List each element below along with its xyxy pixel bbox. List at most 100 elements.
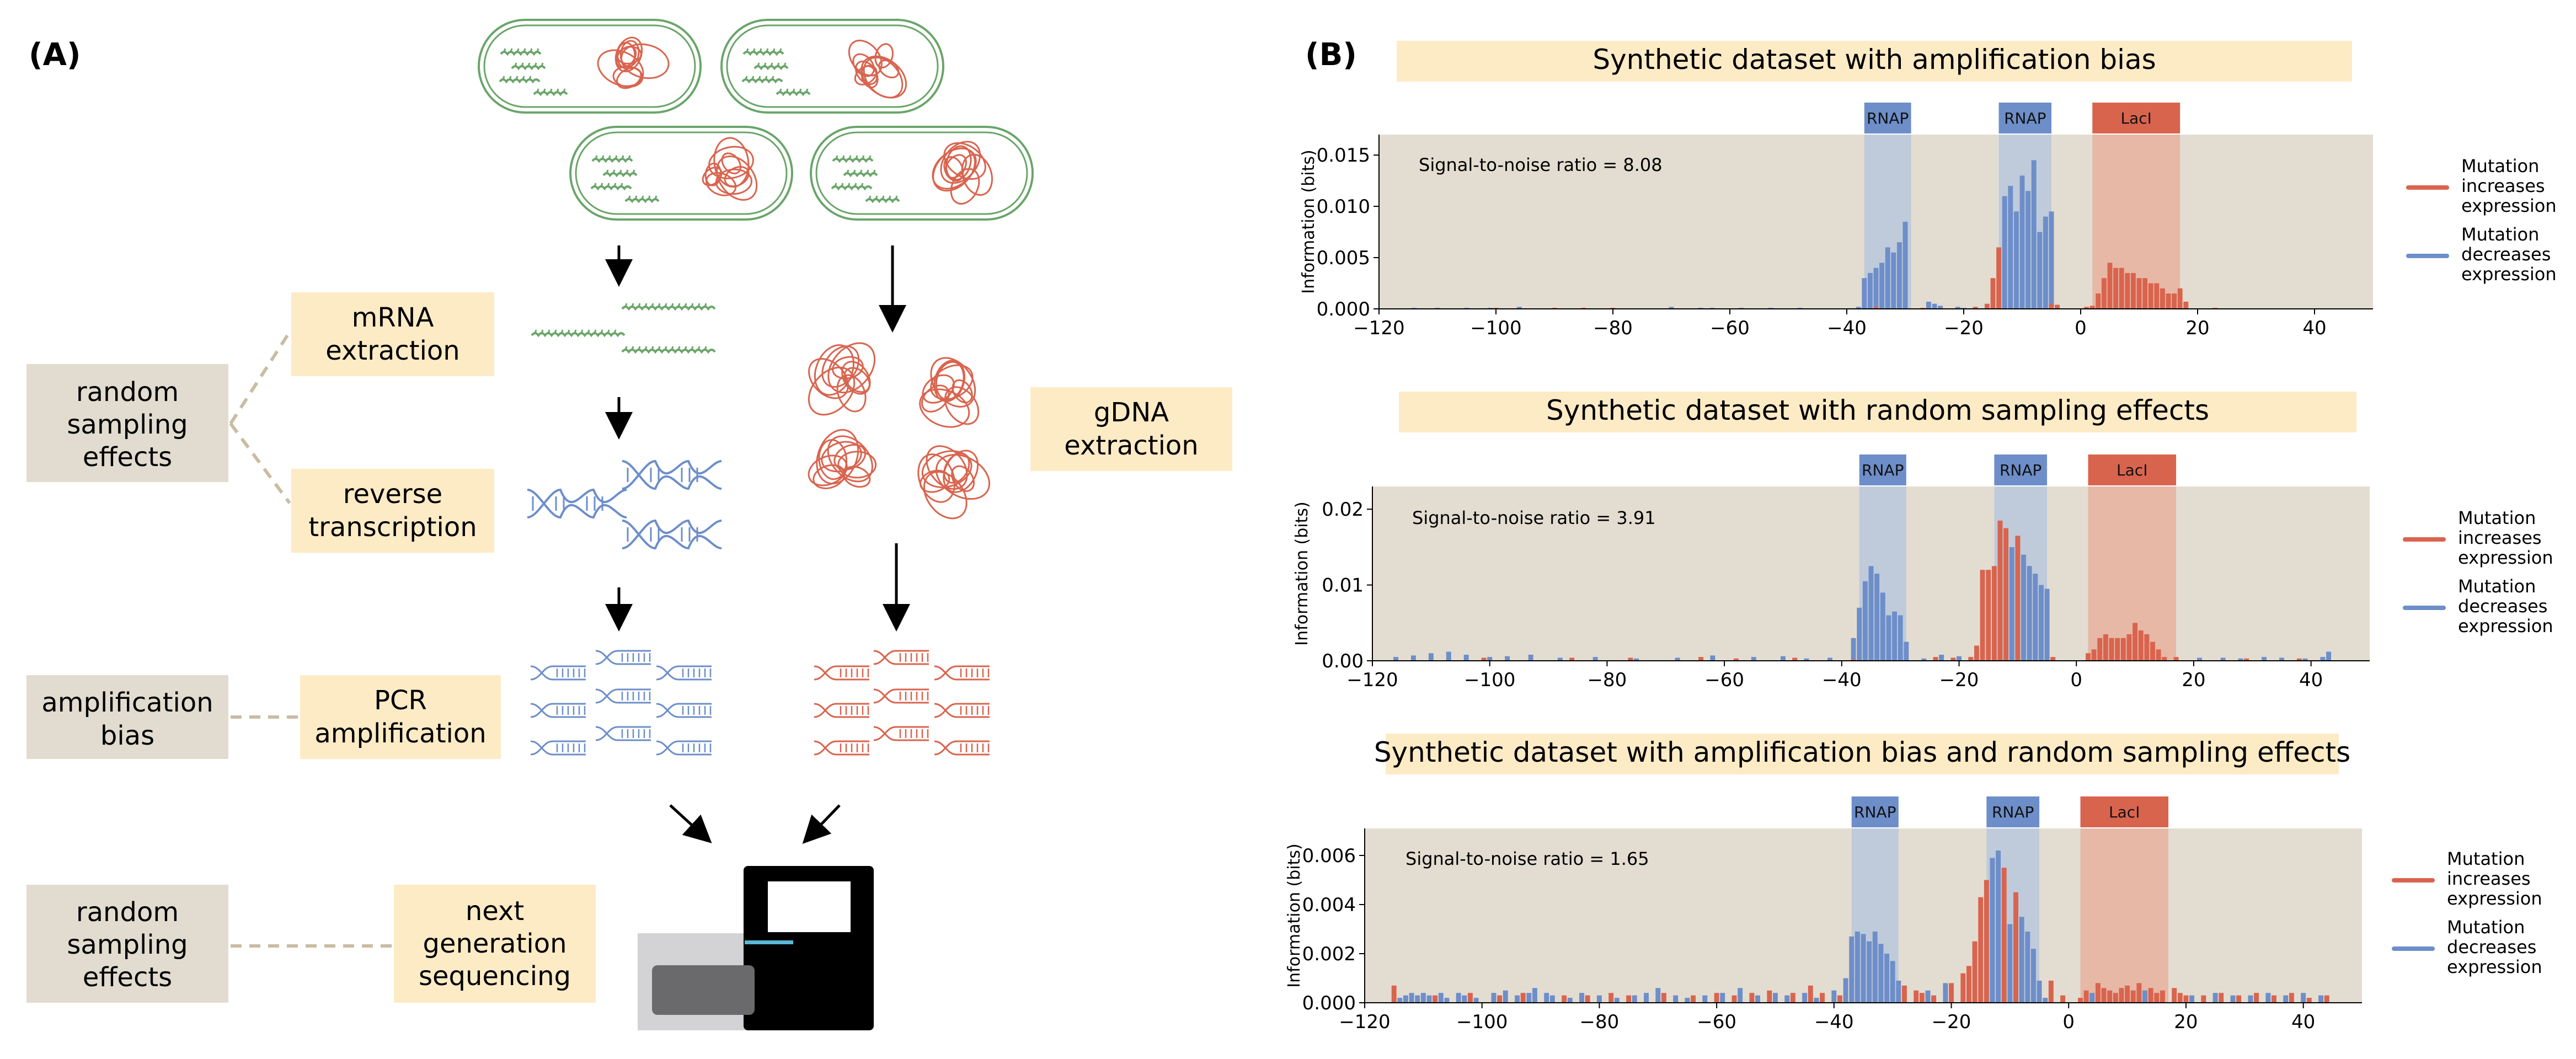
panel-a-label: (A) — [29, 37, 81, 73]
bar — [2049, 303, 2054, 309]
bar — [1438, 993, 1444, 1003]
bar — [1628, 657, 1633, 661]
bar — [1473, 998, 1479, 1003]
bar — [2177, 993, 2183, 1003]
bar — [1428, 653, 1434, 661]
bar — [1980, 570, 1985, 661]
y-axis-label: Information (bits) — [1285, 843, 1304, 987]
bar — [1614, 998, 1620, 1003]
pcr-amplification-box: PCR amplification — [300, 675, 501, 759]
bar — [2084, 307, 2089, 309]
bar — [2119, 268, 2124, 309]
bar — [1925, 990, 1931, 1003]
chart-title-box — [1386, 734, 2339, 774]
sequencer-icon — [638, 866, 874, 1030]
bar — [2037, 232, 2043, 309]
bar — [2183, 301, 2189, 309]
region-label: RNAP — [2004, 109, 2046, 127]
gdna-icon — [808, 342, 991, 520]
bar — [1919, 993, 1925, 1003]
snr-annotation: Signal-to-noise ratio = 8.08 — [1419, 154, 1663, 175]
bar — [1446, 651, 1451, 661]
bar — [1890, 961, 1895, 1003]
legend-label: increases — [2458, 527, 2542, 548]
bar — [2201, 995, 2206, 1003]
region-band — [1994, 486, 2048, 661]
bar — [1532, 988, 1537, 1003]
x-tick-label: −20 — [1932, 1011, 1971, 1033]
bar — [1393, 657, 1399, 661]
x-tick-label: 0 — [2070, 669, 2082, 691]
region-label: RNAP — [1854, 803, 1896, 821]
bar — [1932, 303, 1937, 309]
bar — [2283, 995, 2289, 1003]
bar — [2189, 995, 2195, 1003]
box-line: random — [76, 897, 179, 928]
bar — [1901, 985, 1907, 1003]
bar — [2089, 306, 2095, 309]
bar — [2133, 623, 2138, 661]
bar — [2130, 990, 2136, 1003]
bar — [1784, 995, 1790, 1003]
x-tick-label: −80 — [1580, 1011, 1620, 1033]
bar — [2021, 554, 2026, 661]
bar — [1767, 990, 1772, 1003]
bar — [1904, 641, 1909, 661]
y-axis-label: Information (bits) — [1292, 501, 1312, 645]
bar — [1966, 966, 1971, 1003]
bar — [2183, 995, 2189, 1003]
bar — [2113, 993, 2118, 1003]
snr-annotation: Signal-to-noise ratio = 1.65 — [1405, 848, 1649, 869]
x-tick-label: −60 — [1697, 1011, 1736, 1033]
bar — [1557, 657, 1563, 661]
legend-label: expression — [2458, 547, 2553, 568]
bar — [2130, 272, 2136, 309]
bar — [1931, 995, 1937, 1003]
region-band — [1986, 828, 2040, 1003]
region-label-box — [1859, 454, 1906, 485]
arrow-icon — [669, 804, 712, 843]
box-line: random — [76, 377, 179, 408]
bar — [2048, 980, 2054, 1003]
next-generation-sequencing-box: next generation sequencing — [394, 885, 596, 1003]
bar — [2262, 657, 2267, 661]
panel-a: (A) — [26, 19, 1232, 1030]
region-label-box — [1851, 796, 1899, 827]
box-line: PCR — [374, 685, 427, 716]
chart-1: Synthetic dataset with amplification bia… — [1299, 41, 2557, 339]
bar — [2043, 216, 2048, 309]
bar — [1843, 978, 1848, 1003]
bar — [1872, 931, 1878, 1003]
y-tick-label: 0.002 — [1302, 943, 1356, 965]
box-line: mRNA — [352, 302, 434, 333]
chart-3: Synthetic dataset with amplification bia… — [1285, 734, 2542, 1033]
bar — [2027, 566, 2032, 661]
bar — [1867, 272, 1873, 309]
bar — [1874, 574, 1880, 661]
bar — [1409, 993, 1414, 1003]
bar — [1868, 566, 1874, 661]
bar — [1397, 998, 1403, 1003]
random-sampling-box: random sampling effects — [26, 885, 228, 1003]
bar — [1802, 993, 1808, 1003]
legend-label: Mutation — [2447, 917, 2525, 938]
bar — [1702, 995, 1708, 1003]
bar — [1528, 655, 1533, 661]
bar — [1990, 858, 1995, 1003]
legend-label: decreases — [2447, 937, 2536, 958]
x-tick-label: −100 — [1470, 317, 1521, 339]
bar — [2019, 917, 2024, 1003]
bar — [1710, 655, 1715, 661]
bar — [1804, 658, 1809, 661]
region-label-box — [2092, 103, 2180, 133]
bar — [1943, 983, 1948, 1003]
bar — [2019, 175, 2025, 309]
bar — [1410, 655, 1416, 661]
panel-b-label: (B) — [1305, 37, 1357, 73]
legend-label: Mutation — [2447, 848, 2525, 869]
bar — [1792, 657, 1798, 661]
bar — [1467, 993, 1473, 1003]
bar — [1579, 993, 1584, 1003]
bar — [2254, 993, 2259, 1003]
legend-label: expression — [2447, 888, 2542, 909]
